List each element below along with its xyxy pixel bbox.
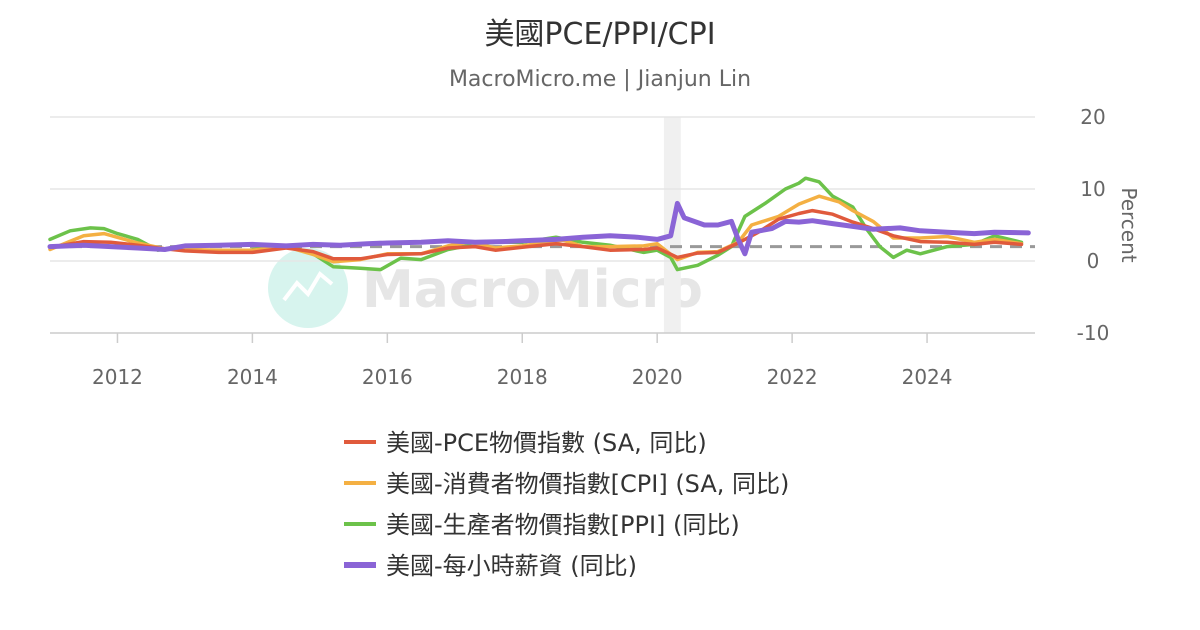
watermark-logo-icon (268, 248, 348, 328)
y-tick-label: 20 (1080, 105, 1105, 129)
x-tick-label: 2012 (92, 365, 143, 389)
x-tick-label: 2016 (362, 365, 413, 389)
legend-label: 美國-PCE物價指數 (SA, 同比) (386, 429, 707, 457)
x-tick-label: 2022 (767, 365, 818, 389)
legend: 美國-PCE物價指數 (SA, 同比) 美國-消費者物價指數[CPI] (SA, … (344, 429, 789, 580)
x-tick-label: 2020 (632, 365, 683, 389)
legend-label: 美國-消費者物價指數[CPI] (SA, 同比) (386, 470, 789, 498)
grid-layer (50, 116, 1035, 334)
series-line-1 (48, 208, 1024, 261)
watermark-text: MacroMicro (362, 260, 703, 320)
y-tick-label: -10 (1077, 321, 1110, 345)
y-axis-label: Percent (1117, 187, 1141, 262)
x-tick-label: 2018 (497, 365, 548, 389)
legend-label: 美國-生產者物價指數[PPI] (同比) (386, 511, 740, 539)
y-tick-label: 10 (1080, 177, 1105, 201)
series-line-2 (48, 194, 1024, 264)
watermark-logo-line (282, 270, 334, 302)
chart-title: 美國PCE/PPI/CPI (484, 17, 715, 52)
watermark: MacroMicro (268, 248, 703, 328)
x-tick-label: 2014 (227, 365, 278, 389)
series-layer (47, 176, 1031, 272)
x-axis: 2012 2014 2016 2018 2020 2022 2024 (92, 333, 953, 389)
series-line-4 (47, 200, 1031, 257)
y-axis: 20 10 0 -10 (1077, 105, 1110, 345)
chart-subtitle: MacroMicro.me | Jianjun Lin (449, 67, 751, 92)
x-tick-label: 2024 (902, 365, 953, 389)
y-tick-label: 0 (1087, 249, 1100, 273)
legend-label: 美國-每小時薪資 (同比) (386, 552, 637, 580)
